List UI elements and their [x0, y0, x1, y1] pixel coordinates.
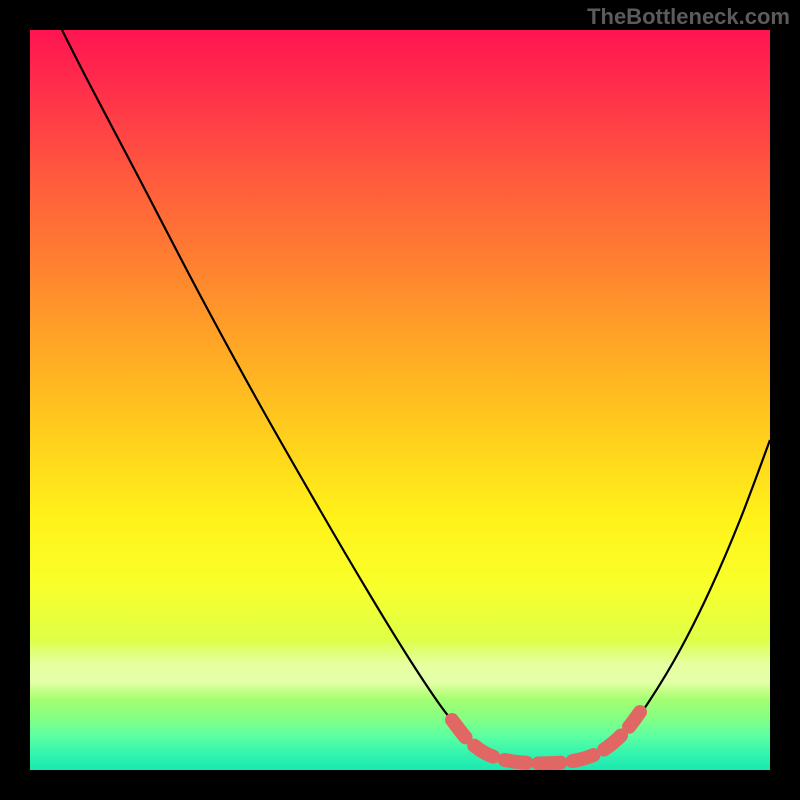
chart-container: TheBottleneck.com — [0, 0, 800, 800]
pale-band — [30, 640, 770, 700]
watermark-text: TheBottleneck.com — [587, 4, 790, 30]
chart-svg — [0, 0, 800, 800]
